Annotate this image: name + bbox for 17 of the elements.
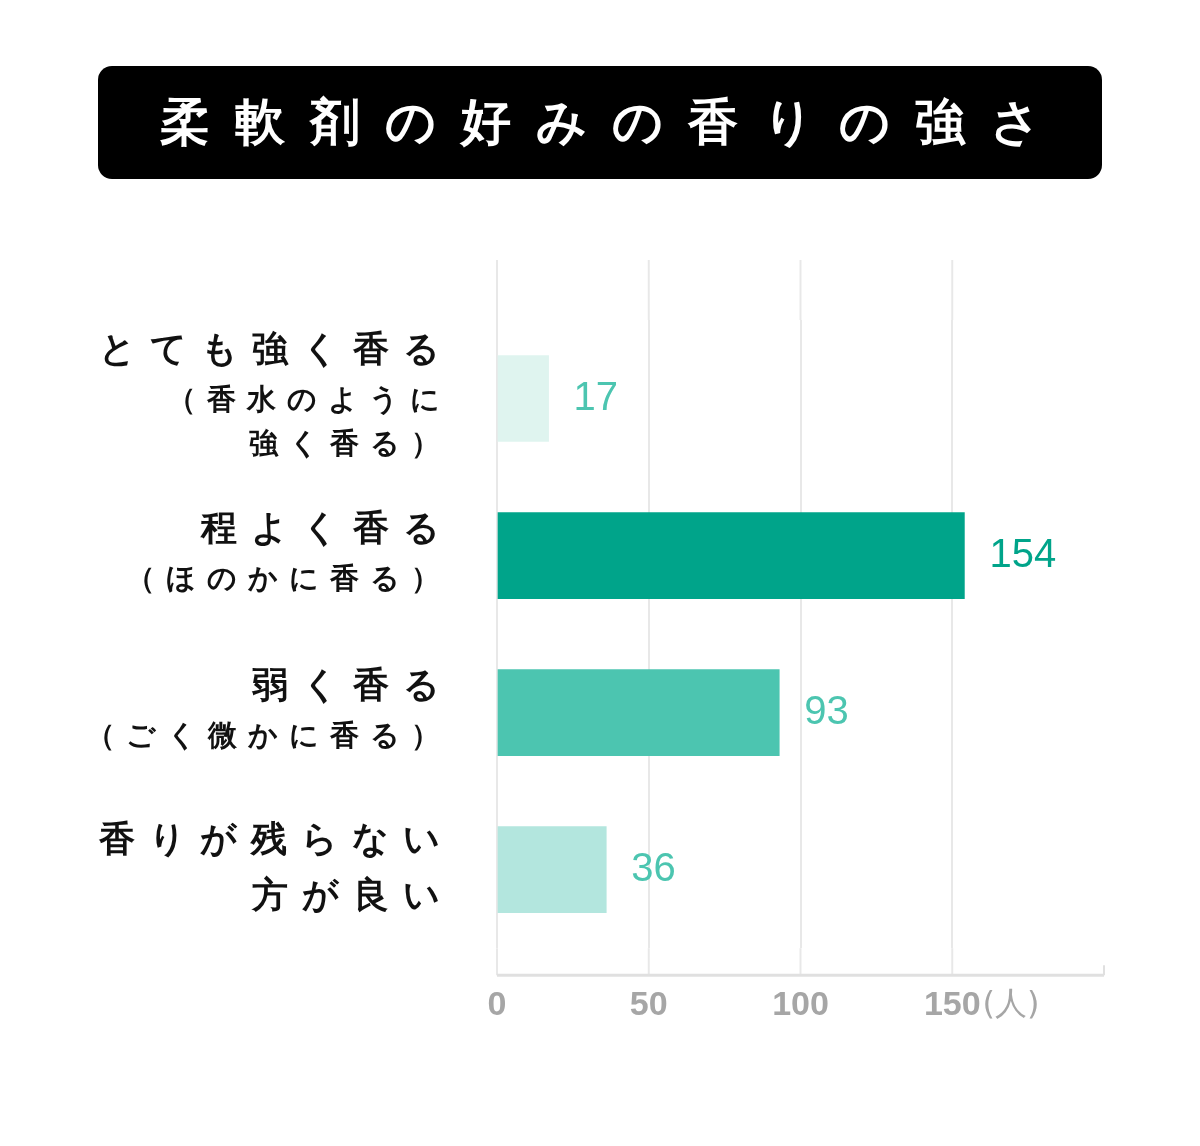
bar xyxy=(497,512,965,599)
y-tick-label: 弱く香る（ごく微かに香る） xyxy=(86,663,454,753)
y-tick-label: 香りが残らない方が良い xyxy=(98,818,454,915)
bar xyxy=(497,826,607,914)
y-tick-label: 程よく香る（ほのかに香る） xyxy=(126,506,454,596)
x-axis-title: (人) xyxy=(982,983,1040,1022)
data-label: 154 xyxy=(989,530,1057,575)
data-label: 93 xyxy=(804,687,849,732)
x-tick-label: 100 xyxy=(772,983,829,1022)
chart-title: 柔軟剤の好みの香りの強さ xyxy=(158,92,1066,153)
x-tick-label: 50 xyxy=(629,983,668,1022)
y-tick-label: とても強く香る（香水のように強く香る） xyxy=(99,327,454,461)
bar xyxy=(497,669,780,756)
x-tick-label: 150 xyxy=(923,983,981,1022)
x-tick-label: 0 xyxy=(487,983,507,1022)
data-label: 36 xyxy=(631,844,676,889)
data-label: 17 xyxy=(573,373,619,418)
